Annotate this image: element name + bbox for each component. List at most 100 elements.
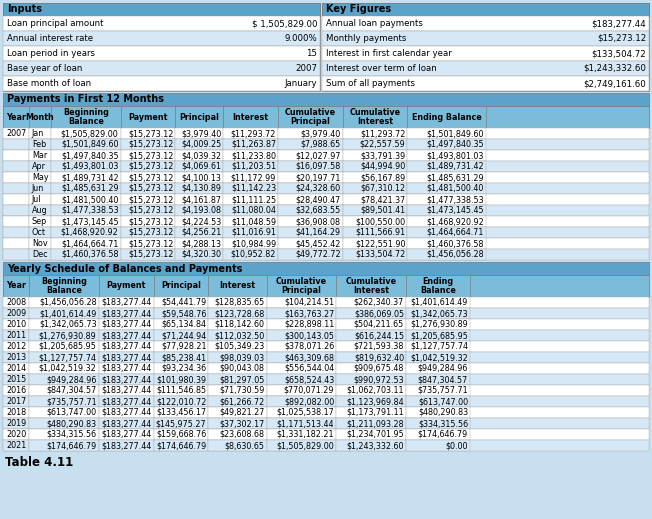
Bar xyxy=(223,205,278,216)
Text: $556,544.04: $556,544.04 xyxy=(284,364,334,373)
Bar xyxy=(3,396,649,407)
Bar xyxy=(406,319,470,330)
Text: $111,546.85: $111,546.85 xyxy=(156,386,207,395)
Bar xyxy=(121,150,175,161)
Text: $4,161.87: $4,161.87 xyxy=(181,195,221,204)
Bar xyxy=(406,308,470,319)
Text: Interest in first calendar year: Interest in first calendar year xyxy=(326,49,452,58)
Bar xyxy=(408,194,486,205)
Bar xyxy=(336,308,406,319)
Bar xyxy=(408,139,486,150)
Text: $90,043.08: $90,043.08 xyxy=(220,364,265,373)
Bar xyxy=(51,150,121,161)
Text: $56,167.89: $56,167.89 xyxy=(360,173,406,182)
Bar xyxy=(175,249,223,260)
Text: $463,309.68: $463,309.68 xyxy=(284,353,334,362)
Bar xyxy=(51,238,121,249)
Bar xyxy=(121,128,175,139)
Bar xyxy=(209,374,267,385)
Text: 2020: 2020 xyxy=(6,430,26,439)
Text: $1,211,093.28: $1,211,093.28 xyxy=(346,419,404,428)
Text: Year: Year xyxy=(6,113,26,121)
Bar xyxy=(406,418,470,429)
Bar xyxy=(153,330,209,341)
Text: $1,276,930.89: $1,276,930.89 xyxy=(39,331,96,340)
Bar xyxy=(121,172,175,183)
Text: Interest: Interest xyxy=(233,113,269,121)
Bar xyxy=(29,227,51,238)
Bar xyxy=(3,161,649,172)
Bar xyxy=(267,385,336,396)
Text: $721,593.38: $721,593.38 xyxy=(354,342,404,351)
Text: Payment: Payment xyxy=(106,281,146,291)
Text: $1,127,757.74: $1,127,757.74 xyxy=(410,342,468,351)
Bar xyxy=(153,341,209,352)
Bar xyxy=(153,308,209,319)
Bar xyxy=(408,172,486,183)
Text: $183,277.44: $183,277.44 xyxy=(101,375,151,384)
Text: $1,401,614.49: $1,401,614.49 xyxy=(411,298,468,307)
Bar xyxy=(408,216,486,227)
Text: Yearly Schedule of Balances and Payments: Yearly Schedule of Balances and Payments xyxy=(7,264,243,274)
Text: Nov: Nov xyxy=(32,239,48,248)
Bar xyxy=(267,308,336,319)
Text: Principal: Principal xyxy=(179,113,219,121)
Bar xyxy=(3,128,649,139)
Bar xyxy=(267,429,336,440)
Text: $33,791.39: $33,791.39 xyxy=(360,151,406,160)
Bar xyxy=(343,216,408,227)
Text: Cumulative: Cumulative xyxy=(285,108,336,117)
Text: $990,972.53: $990,972.53 xyxy=(353,375,404,384)
Bar xyxy=(153,352,209,363)
Bar xyxy=(153,407,209,418)
Bar xyxy=(343,161,408,172)
Bar xyxy=(3,341,29,352)
Bar xyxy=(3,3,320,16)
Bar xyxy=(153,418,209,429)
Text: $1,481,500.40: $1,481,500.40 xyxy=(61,195,119,204)
Bar xyxy=(336,396,406,407)
Text: $100,550.00: $100,550.00 xyxy=(355,217,406,226)
Bar xyxy=(406,407,470,418)
Bar xyxy=(336,418,406,429)
Text: $183,277.44: $183,277.44 xyxy=(101,331,151,340)
Text: $111,566.91: $111,566.91 xyxy=(355,228,406,237)
Text: January: January xyxy=(284,79,317,88)
Bar xyxy=(209,407,267,418)
Bar xyxy=(98,429,153,440)
Bar xyxy=(406,363,470,374)
Bar xyxy=(3,407,29,418)
Bar xyxy=(3,216,649,227)
Text: Ending Balance: Ending Balance xyxy=(412,113,482,121)
Text: $174,646.79: $174,646.79 xyxy=(156,441,207,450)
Bar xyxy=(3,249,29,260)
Bar xyxy=(29,363,98,374)
Bar xyxy=(322,3,649,91)
Text: Principal: Principal xyxy=(291,117,331,126)
Text: $54,441.79: $54,441.79 xyxy=(161,298,207,307)
Bar xyxy=(29,194,51,205)
Bar xyxy=(51,227,121,238)
Text: $300,143.05: $300,143.05 xyxy=(284,331,334,340)
Text: $77,928.21: $77,928.21 xyxy=(161,342,207,351)
Text: 2012: 2012 xyxy=(6,342,26,351)
Text: $183,277.44: $183,277.44 xyxy=(101,309,151,318)
Bar xyxy=(3,319,29,330)
Bar xyxy=(153,440,209,451)
Text: $159,668.76: $159,668.76 xyxy=(156,430,207,439)
Bar xyxy=(267,407,336,418)
Text: 2021: 2021 xyxy=(6,441,26,450)
Bar xyxy=(98,418,153,429)
Bar xyxy=(209,396,267,407)
Bar xyxy=(51,172,121,183)
Text: $10,952.82: $10,952.82 xyxy=(231,250,276,259)
Text: $819,632.40: $819,632.40 xyxy=(354,353,404,362)
Text: $4,100.13: $4,100.13 xyxy=(181,173,221,182)
Text: Loan period in years: Loan period in years xyxy=(7,49,95,58)
Text: Interest: Interest xyxy=(353,286,389,295)
Text: Jul: Jul xyxy=(32,195,41,204)
Text: $1,464,664.71: $1,464,664.71 xyxy=(61,239,119,248)
Text: $49,821.27: $49,821.27 xyxy=(219,408,265,417)
Text: Balance: Balance xyxy=(68,117,104,126)
Bar xyxy=(98,297,153,308)
